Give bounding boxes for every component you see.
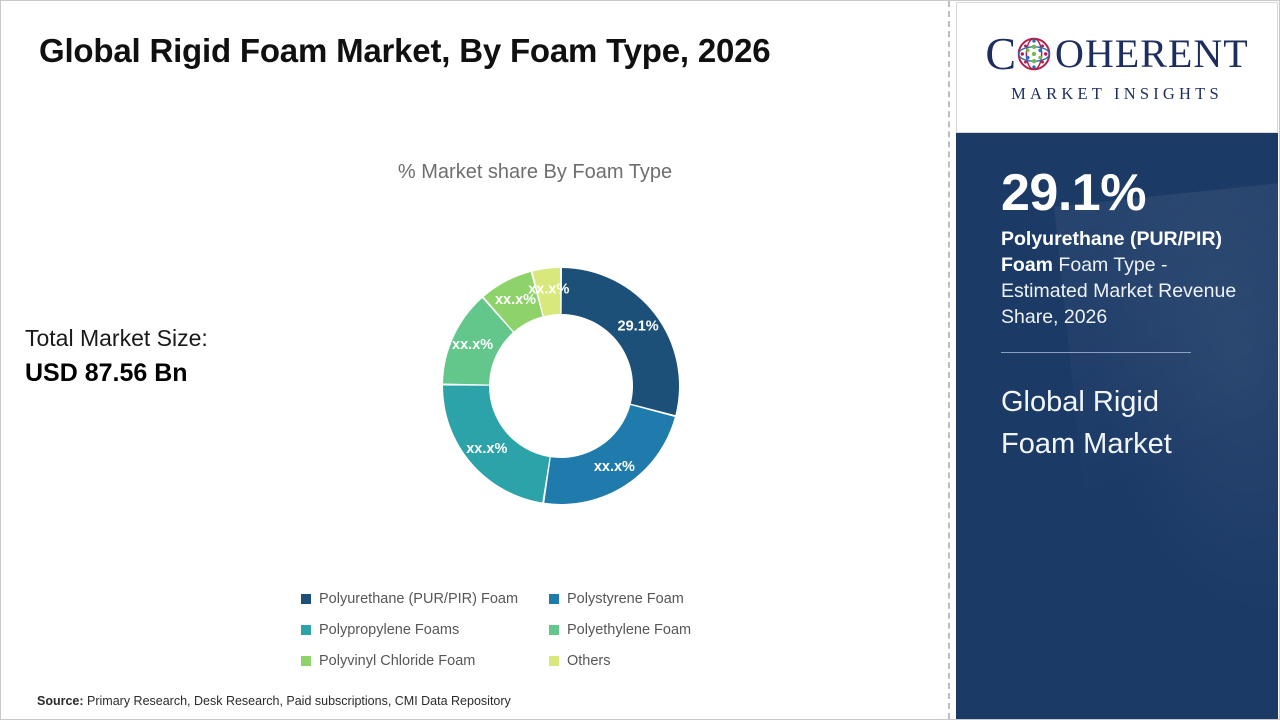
donut-slice[interactable]: [532, 268, 561, 317]
stat-headline-number: 29.1%: [1001, 164, 1146, 222]
stat-divider-rule: [1001, 351, 1191, 353]
right-branding-panel: C: [952, 2, 1280, 719]
donut-slice-label: xx.x%: [528, 281, 569, 297]
donut-slice[interactable]: [443, 298, 513, 385]
legend-item-label: Others: [567, 652, 611, 669]
legend-item-label: Polystyrene Foam: [567, 590, 684, 607]
legend-item[interactable]: Polyethylene Foam: [549, 618, 771, 641]
legend-item[interactable]: Polypropylene Foams: [301, 618, 549, 641]
donut-slice[interactable]: [443, 385, 550, 503]
legend-swatch-icon: [549, 655, 559, 666]
donut-slice-label: xx.x%: [452, 337, 493, 353]
stat-market-name: Global Rigid Foam Market: [1001, 381, 1252, 465]
stat-description-rest: Foam Type - Estimated Market Revenue Sha…: [1001, 253, 1237, 328]
legend-swatch-icon: [301, 624, 311, 635]
legend-swatch-icon: [301, 655, 311, 666]
total-market-size-label: Total Market Size:: [25, 325, 208, 351]
logo-subtitle: MARKET INSIGHTS: [1011, 84, 1223, 103]
logo-letter-c: C: [985, 28, 1017, 79]
legend-swatch-icon: [549, 593, 559, 604]
legend-item[interactable]: Others: [549, 649, 771, 672]
legend-item-label: Polyethylene Foam: [567, 621, 692, 638]
donut-slice-group: [443, 268, 679, 504]
stat-market-line-2: Foam Market: [1001, 427, 1172, 460]
stat-panel: 29.1% Polyurethane (PUR/PIR) Foam Foam T…: [956, 133, 1278, 719]
legend-item[interactable]: Polyvinyl Chloride Foam: [301, 649, 549, 672]
globe-icon: [1017, 37, 1051, 71]
stat-panel-content: 29.1% Polyurethane (PUR/PIR) Foam Foam T…: [956, 133, 1278, 465]
chart-caption: % Market share By Foam Type: [1, 161, 949, 184]
legend-swatch-icon: [549, 624, 559, 635]
chart-caption-text: % Market share By Foam Type: [397, 161, 673, 183]
donut-chart: 29.1% xx.x% xx.x% xx.x% xx.x% xx.x%: [391, 216, 731, 561]
stat-description-bold: Polyurethane (PUR/PIR) Foam: [1001, 228, 1223, 276]
donut-slice[interactable]: [483, 271, 543, 332]
donut-slice-label: 29.1%: [618, 318, 659, 334]
total-market-size-block: Total Market Size: USD 87.56 Bn: [25, 323, 208, 391]
donut-chart-svg: 29.1%xx.x%xx.x%xx.x%xx.x%xx.x%: [443, 268, 679, 504]
logo-wordmark-row: C: [985, 31, 1248, 77]
legend-swatch-icon: [301, 593, 311, 604]
donut-slice-label: xx.x%: [466, 441, 507, 457]
source-label: Source:: [37, 694, 84, 708]
donut-label-group: 29.1%xx.x%xx.x%xx.x%xx.x%xx.x%: [452, 281, 659, 475]
legend-item-label: Polyvinyl Chloride Foam: [319, 652, 476, 669]
legend-item[interactable]: Polyurethane (PUR/PIR) Foam: [301, 587, 549, 610]
total-market-size-value: USD 87.56 Bn: [25, 359, 188, 388]
panel-divider: [948, 1, 950, 719]
company-logo: C: [956, 2, 1278, 133]
chart-legend: Polyurethane (PUR/PIR) Foam Polystyrene F…: [301, 587, 771, 672]
stat-market-line-1: Global Rigid: [1001, 385, 1159, 418]
logo-wordmark: OHERENT: [1055, 31, 1249, 76]
stat-description: Polyurethane (PUR/PIR) Foam Foam Type - …: [1001, 227, 1252, 331]
donut-slice[interactable]: [561, 268, 679, 416]
donut-slice-label: xx.x%: [594, 459, 635, 475]
left-content-panel: Global Rigid Foam Market, By Foam Type, …: [1, 1, 949, 719]
source-text: Primary Research, Desk Research, Paid su…: [83, 694, 511, 708]
source-line: Source: Primary Research, Desk Research,…: [37, 694, 511, 708]
legend-item-label: Polyurethane (PUR/PIR) Foam: [319, 590, 519, 607]
donut-slice[interactable]: [544, 404, 675, 504]
legend-item[interactable]: Polystyrene Foam: [549, 587, 771, 610]
donut-slice-label: xx.x%: [495, 292, 536, 308]
page-title: Global Rigid Foam Market, By Foam Type, …: [39, 32, 771, 69]
legend-item-label: Polypropylene Foams: [319, 621, 460, 638]
